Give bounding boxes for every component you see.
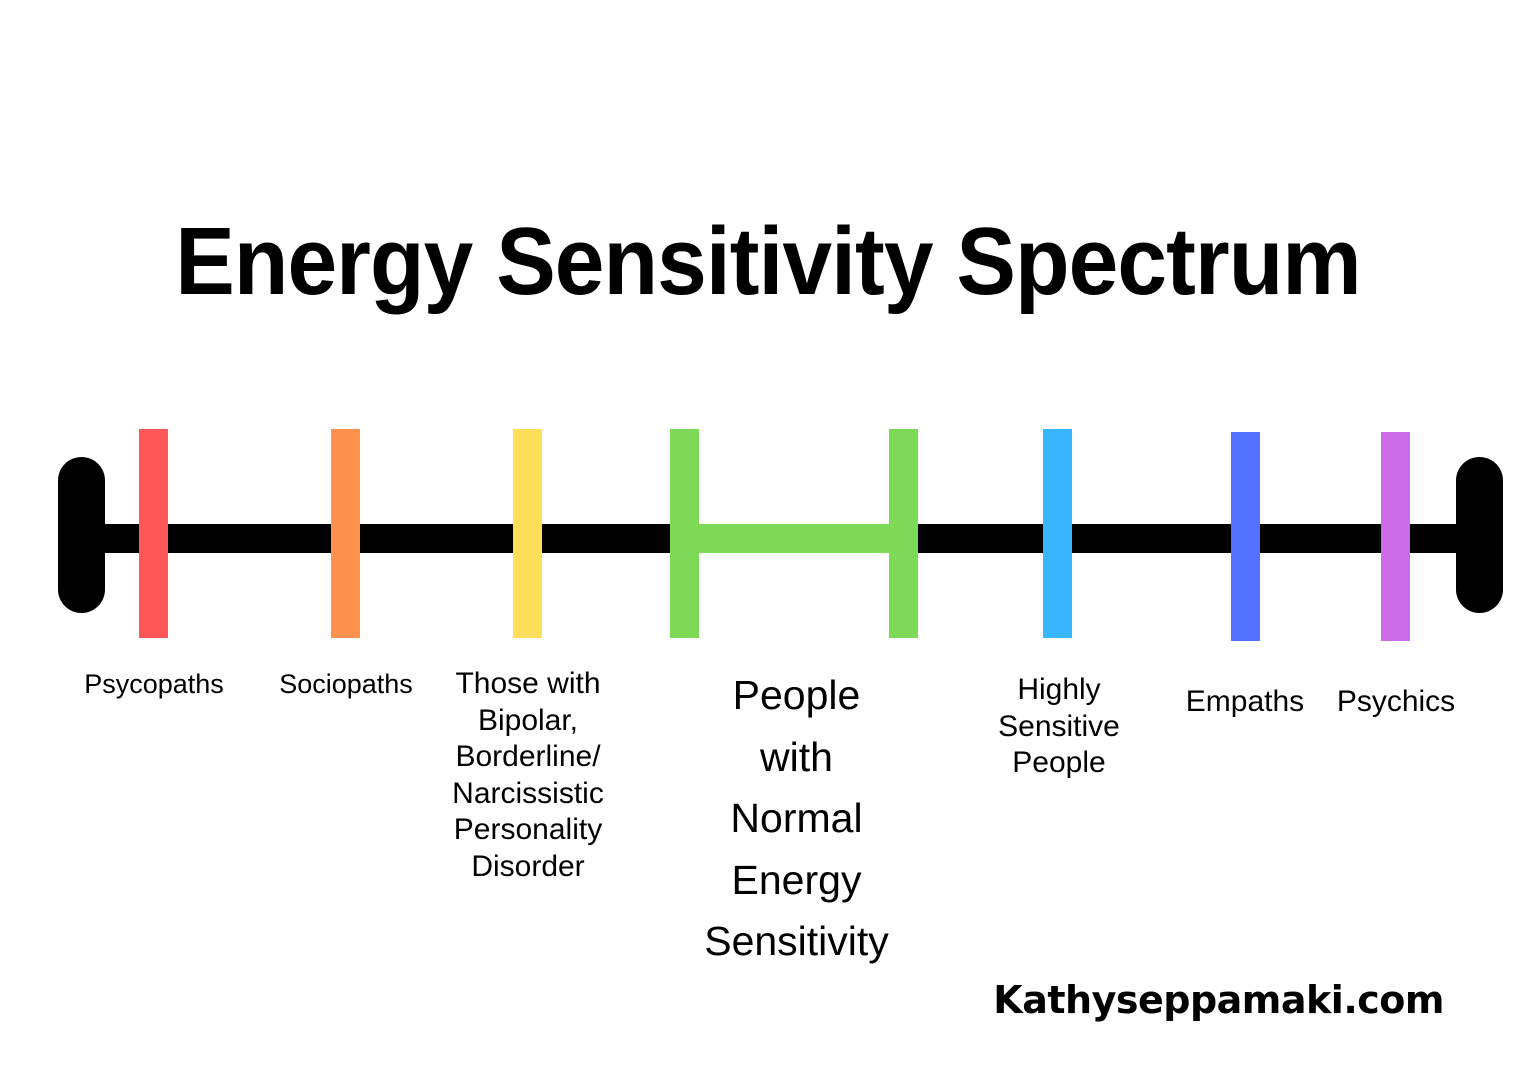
spectrum-label-psychics: Psychics	[1336, 685, 1456, 718]
spectrum-tick-sociopaths[interactable]	[331, 429, 360, 638]
spectrum-tick-psycopaths[interactable]	[139, 429, 168, 638]
page-title: Energy Sensitivity Spectrum	[175, 208, 1361, 316]
spectrum-label-highly-sensitive-people: Highly Sensitive People	[998, 673, 1120, 780]
spectrum-label-personality-disorders: Those with Bipolar, Borderline/ Narcissi…	[452, 667, 604, 883]
spectrum-tick-empaths[interactable]	[1231, 432, 1260, 641]
spectrum-right-end-cap	[1456, 457, 1503, 613]
spectrum-range-normal-left-edge[interactable]	[670, 429, 699, 638]
spectrum-label-psycopaths: Psycopaths	[84, 669, 224, 699]
spectrum-left-end-cap	[58, 457, 105, 613]
spectrum-range-normal-right-edge[interactable]	[889, 429, 918, 638]
watermark-website: Kathyseppamaki.com	[993, 978, 1444, 1022]
spectrum-tick-psychics[interactable]	[1381, 432, 1410, 641]
spectrum-tick-highly-sensitive-people[interactable]	[1043, 429, 1072, 638]
spectrum-label-sociopaths: Sociopaths	[279, 669, 413, 699]
spectrum-label-normal-energy-sensitivity: People with Normal Energy Sensitivity	[704, 672, 889, 964]
spectrum-tick-personality-disorders[interactable]	[513, 429, 542, 638]
spectrum-range-normal-crossbar	[670, 524, 918, 553]
spectrum-label-empaths: Empaths	[1185, 685, 1305, 718]
